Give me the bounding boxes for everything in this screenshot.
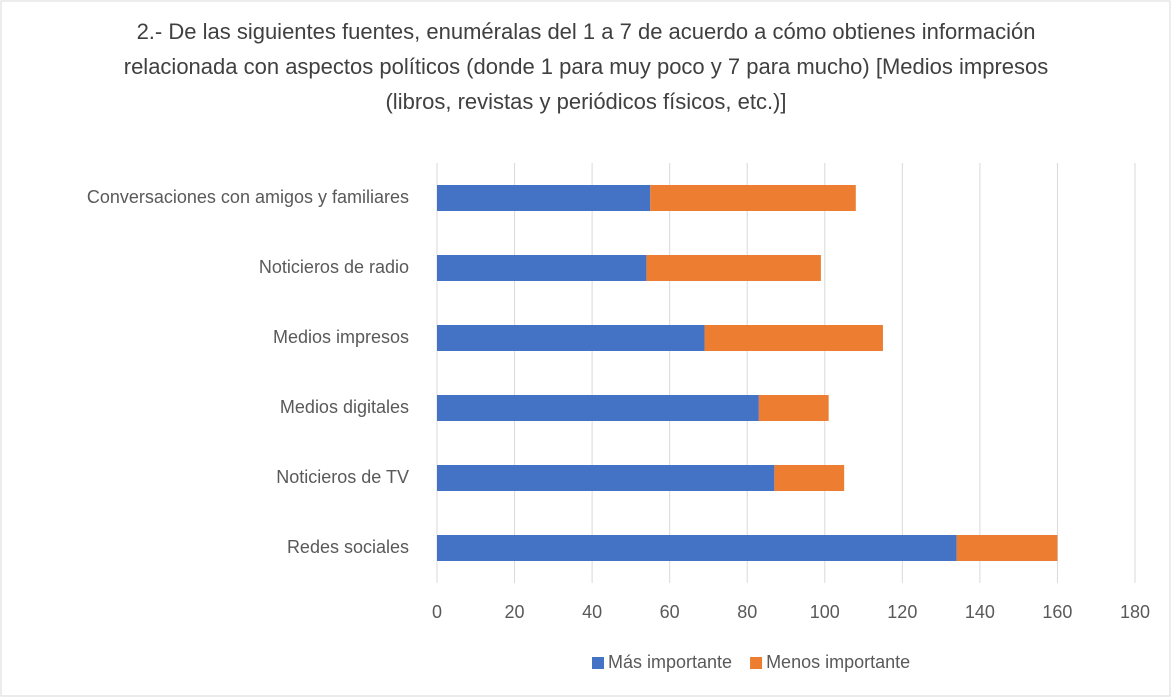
- bar-segment: [437, 535, 957, 561]
- x-tick-label: 140: [965, 602, 995, 622]
- bar-segment: [437, 325, 705, 351]
- x-tick-label: 160: [1042, 602, 1072, 622]
- bar-segment: [437, 465, 775, 491]
- bar-segment: [774, 465, 845, 491]
- y-tick-label: Medios impresos: [273, 327, 409, 347]
- bar-segment: [646, 255, 821, 281]
- x-tick-label: 120: [887, 602, 917, 622]
- x-tick-label: 60: [660, 602, 680, 622]
- x-tick-label: 20: [505, 602, 525, 622]
- chart-title: 2.- De las siguientes fuentes, enumérala…: [123, 19, 1049, 114]
- y-tick-label: Redes sociales: [287, 537, 409, 557]
- bar-segment: [758, 395, 829, 421]
- x-tick-label: 40: [582, 602, 602, 622]
- legend-swatch: [750, 657, 763, 669]
- y-tick-label: Conversaciones con amigos y familiares: [87, 187, 409, 207]
- bar-segment: [704, 325, 883, 351]
- legend-label: Más importante: [608, 652, 732, 672]
- y-tick-label: Noticieros de TV: [276, 467, 409, 487]
- x-tick-label: 0: [432, 602, 442, 622]
- bar-segment: [437, 185, 651, 211]
- x-tick-label: 180: [1120, 602, 1150, 622]
- y-tick-label: Noticieros de radio: [259, 257, 409, 277]
- bar-segment: [437, 395, 759, 421]
- x-tick-label: 100: [810, 602, 840, 622]
- bar-segment: [956, 535, 1058, 561]
- bar-segment: [650, 185, 856, 211]
- bar-segment: [437, 255, 647, 281]
- legend-swatch: [592, 657, 604, 669]
- legend-label: Menos importante: [766, 652, 910, 672]
- x-tick-label: 80: [737, 602, 757, 622]
- y-tick-label: Medios digitales: [280, 397, 409, 417]
